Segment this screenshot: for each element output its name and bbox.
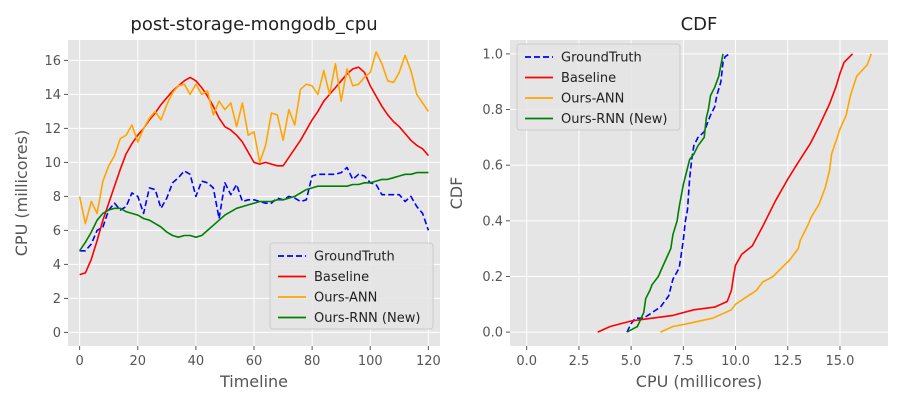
series-group <box>78 51 430 276</box>
y-tick-label: 16 <box>44 54 61 69</box>
y-tick-label: 0.4 <box>482 214 503 229</box>
series-line-ours-rnn-new <box>626 53 724 333</box>
x-tick-label: 0.0 <box>516 354 537 369</box>
legend-label: Ours-ANN <box>314 291 377 306</box>
x-tick-label: 120 <box>416 354 441 369</box>
legend-label: Ours-ANN <box>561 92 624 107</box>
x-tick-label: 10.0 <box>721 354 750 369</box>
legend-frame <box>269 242 434 330</box>
x-tick-label: 40 <box>188 354 205 369</box>
y-tick-label: 0.2 <box>482 270 503 285</box>
legend: GroundTruth Baseline Ours-ANN Ours-RNN (New… <box>269 242 434 330</box>
y-tick-label: 6 <box>53 224 61 239</box>
y-tick-label: 8 <box>53 190 61 205</box>
x-tick-label: 60 <box>246 354 263 369</box>
legend-label: Ours-RNN (New) <box>561 112 667 127</box>
series-line-groundtruth <box>626 53 730 333</box>
y-tick-label: 14 <box>44 88 61 103</box>
legend: GroundTruth Baseline Ours-ANN Ours-RNN (New… <box>516 43 681 131</box>
x-tick-label: 5.0 <box>621 354 642 369</box>
y-tick-label: 10 <box>44 156 61 171</box>
legend-label: GroundTruth <box>561 51 642 66</box>
y-tick-label: 0 <box>53 326 61 341</box>
legend-label: Baseline <box>314 270 369 285</box>
chart-right: 0.0 0.2 0.4 0.6 0.8 1.0 0.0 2.5 5.0 7.5 10.0 12.5 15… <box>447 14 888 391</box>
y-tick-label: 0.8 <box>482 103 503 118</box>
series-line-ours-rnn-new <box>78 171 429 252</box>
legend-frame <box>516 43 681 131</box>
series-line-ours-ann <box>78 51 430 225</box>
x-tick-label: 12.5 <box>773 354 802 369</box>
y-axis-label: CDF <box>447 177 466 210</box>
x-tick-label: 80 <box>304 354 321 369</box>
x-tick-label: 0 <box>75 354 83 369</box>
chart-left: 0 2 4 6 8 10 12 14 16 0 20 40 60 80 100 120 post-storage… <box>12 14 441 391</box>
y-tick-label: 12 <box>44 122 61 137</box>
x-axis-label: CPU (millicores) <box>636 372 762 391</box>
x-tick-label: 15.0 <box>825 354 854 369</box>
x-tick-label: 7.5 <box>673 354 694 369</box>
y-tick-label: 2 <box>53 292 61 307</box>
chart-title: post-storage-mongodb_cpu <box>130 14 377 35</box>
x-tick-label: 100 <box>358 354 383 369</box>
x-tick-label: 2.5 <box>569 354 590 369</box>
y-axis-label: CPU (millicores) <box>12 130 31 256</box>
series-group <box>597 53 873 333</box>
y-tick-label: 4 <box>53 258 61 273</box>
series-line-baseline <box>79 66 430 276</box>
y-tick-label: 0.0 <box>482 326 503 341</box>
series-line-baseline <box>597 53 854 333</box>
legend-label: Ours-RNN (New) <box>314 311 420 326</box>
series-line-ours-ann <box>660 53 873 333</box>
chart-title: CDF <box>681 14 718 35</box>
legend-label: Baseline <box>561 71 616 86</box>
x-tick-label: 20 <box>129 354 146 369</box>
y-tick-label: 0.6 <box>482 159 503 174</box>
legend-label: GroundTruth <box>314 250 395 265</box>
y-tick-label: 1.0 <box>482 47 503 62</box>
x-axis-label: Timeline <box>219 372 288 391</box>
